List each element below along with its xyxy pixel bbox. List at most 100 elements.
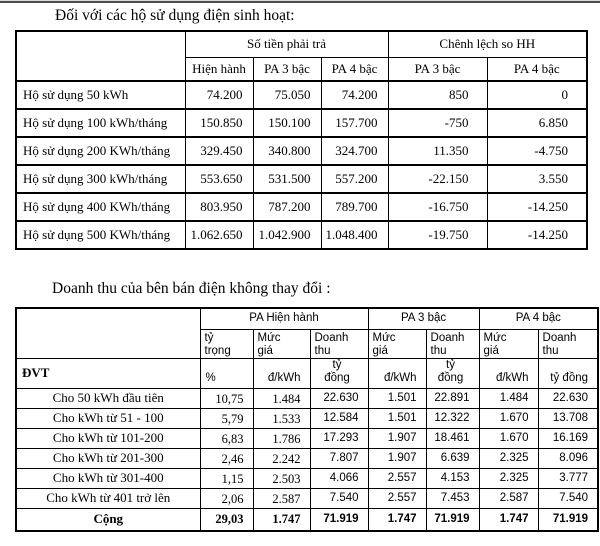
cell-revenue-pa4: 7.540	[537, 488, 599, 510]
cell-revenue-pa4: 8.096	[537, 448, 599, 470]
cell-price-pa3: 2.557	[367, 468, 427, 490]
cell-revenue-pa3: 22.891	[425, 388, 480, 410]
cell-price-pa3: 1.907	[367, 448, 427, 470]
cell-weight: 5,79	[199, 408, 254, 430]
cell-price-pa3: 2.557	[367, 488, 427, 510]
cell-revenue-pa4-total: 71.919	[537, 508, 599, 532]
table-row: Hộ sử dụng 400 KWh/tháng 803.950 787.200…	[15, 192, 588, 222]
row-label: Hộ sử dụng 50 kWh	[15, 80, 186, 110]
table-row: Hộ sử dụng 300 kWh/tháng 553.650 531.500…	[15, 164, 588, 194]
row-label: Cho kWh từ 101-200	[15, 428, 201, 450]
row-label: Cho kWh từ 51 - 100	[15, 408, 201, 430]
cell-diff-pa3: 11.350	[387, 136, 488, 166]
cell-price-pa3: 1.501	[367, 388, 427, 410]
page-top-divider	[0, 1, 600, 3]
table-subheader-row: Hiện hành PA 3 bậc PA 4 bậc PA 3 bậc PA …	[16, 56, 588, 82]
table-row: Hộ sử dụng 500 KWh/tháng 1.062.650 1.042…	[15, 220, 588, 250]
row-label: Cho 50 kWh đầu tiên	[15, 388, 201, 410]
row-label: Hộ sử dụng 300 kWh/tháng	[15, 164, 186, 194]
page-top-divider-light	[0, 0, 600, 1]
cell-pa3: 787.200	[252, 192, 322, 222]
group-header-pa4: PA 4 bậc	[478, 307, 599, 330]
table-row: Hộ sử dụng 100 kWh/tháng 150.850 150.100…	[15, 108, 588, 138]
col-header-pa4: PA 4 bậc	[320, 56, 389, 82]
unit-dkwh: đ/kWh	[367, 357, 427, 390]
row-label: Hộ sử dụng 400 KWh/tháng	[15, 192, 186, 222]
cell-diff-pa3: -750	[387, 108, 488, 138]
cell-revenue-current: 22.630	[309, 388, 369, 410]
row-label: Cho kWh từ 301-400	[15, 468, 201, 490]
cell-current: 329.450	[184, 136, 254, 166]
cell-revenue-current: 17.293	[309, 428, 369, 450]
group-header-current: PA Hiện hành	[199, 307, 369, 330]
col-header-current: Hiện hành	[184, 56, 254, 82]
cell-revenue-pa4: 3.777	[537, 468, 599, 490]
cell-diff-pa4: 0	[486, 80, 588, 110]
cell-pa4: 74.200	[320, 80, 389, 110]
table-row: Hộ sử dụng 200 KWh/tháng 329.450 340.800…	[15, 136, 588, 166]
cell-current: 1.062.650	[184, 220, 254, 250]
cell-current: 553.650	[184, 164, 254, 194]
subheader-price-pa4: Mức giá	[478, 328, 539, 359]
corner-cell	[15, 307, 201, 359]
cell-revenue-pa3: 4.153	[425, 468, 480, 490]
cell-pa4: 789.700	[320, 192, 389, 222]
cell-diff-pa4: -4.750	[486, 136, 588, 166]
cell-price-pa4: 1.670	[478, 428, 539, 450]
cell-revenue-current: 12.584	[309, 408, 369, 430]
cell-revenue-pa3: 6.639	[425, 448, 480, 470]
unit-dkwh: đ/kWh	[252, 357, 311, 390]
cell-revenue-pa3-total: 71.919	[425, 508, 480, 532]
group-header-amount: Số tiền phải trả	[184, 30, 389, 58]
subheader-revenue-pa3: Doanh thu	[425, 328, 480, 359]
cell-price-pa4: 2.325	[478, 448, 539, 470]
group-header-difference: Chênh lệch so HH	[387, 30, 588, 58]
cell-price-current: 2.503	[252, 468, 311, 490]
cell-current: 150.850	[184, 108, 254, 138]
cell-revenue-current: 7.540	[309, 488, 369, 510]
cell-price-current-total: 1.747	[252, 508, 311, 532]
cell-price-pa3-total: 1.747	[367, 508, 427, 532]
cell-price-pa4: 1.484	[478, 388, 539, 410]
cell-revenue-pa3: 18.461	[425, 428, 480, 450]
cell-price-pa3: 1.501	[367, 408, 427, 430]
revenue-table: PA Hiện hành PA 3 bậc PA 4 bậc tỷ trọng …	[15, 307, 600, 532]
cell-pa3: 75.050	[252, 80, 322, 110]
unit-dkwh: đ/kWh	[478, 357, 539, 390]
cell-price-pa4-total: 1.747	[478, 508, 539, 532]
cell-diff-pa4: -14.250	[486, 192, 588, 222]
unit-row: ĐVT % đ/kWh tỷ đồng đ/kWh tỷ đồng đ/kWh …	[15, 357, 599, 390]
cell-price-current: 1.533	[252, 408, 311, 430]
cell-diff-pa4: 3.550	[486, 164, 588, 194]
household-cost-table: Số tiền phải trả Chênh lệch so HH Hiện h…	[15, 30, 589, 250]
row-label: Cho kWh từ 201-300	[15, 448, 201, 470]
cell-pa3: 150.100	[252, 108, 322, 138]
cell-revenue-current-total: 71.919	[309, 508, 369, 532]
cell-diff-pa3: -22.150	[387, 164, 488, 194]
subheader-price-pa3: Mức giá	[367, 328, 427, 359]
cell-price-pa4: 2.325	[478, 468, 539, 490]
cell-pa4: 557.200	[320, 164, 389, 194]
cell-diff-pa3: -16.750	[387, 192, 488, 222]
cell-weight: 2,06	[199, 488, 254, 510]
row-label: Cho kWh từ 401 trở lên	[15, 488, 201, 510]
subheader-revenue-current: Doanh thu	[309, 328, 369, 359]
cell-revenue-current: 7.807	[309, 448, 369, 470]
col-header-pa3: PA 3 bậc	[252, 56, 322, 82]
table-row: Cho 50 kWh đầu tiên 10,75 1.484 22.630 1…	[15, 388, 599, 410]
cell-pa3: 340.800	[252, 136, 322, 166]
cell-current: 74.200	[184, 80, 254, 110]
cell-price-pa3: 1.907	[367, 428, 427, 450]
section2-title: Doanh thu của bên bán điện không thay đổ…	[52, 280, 331, 297]
cell-diff-pa3: -19.750	[387, 220, 488, 250]
cell-price-current: 2.587	[252, 488, 311, 510]
row-label: Hộ sử dụng 100 kWh/tháng	[15, 108, 186, 138]
total-row: Cộng 29,03 1.747 71.919 1.747 71.919 1.7…	[15, 508, 599, 532]
unit-row-label: ĐVT	[15, 357, 201, 390]
cell-diff-pa3: 850	[387, 80, 488, 110]
cell-diff-pa4: 6.850	[486, 108, 588, 138]
cell-revenue-pa4: 13.708	[537, 408, 599, 430]
cell-weight: 10,75	[199, 388, 254, 410]
table-row: Cho kWh từ 301-400 1,15 2.503 4.066 2.55…	[15, 468, 599, 490]
cell-revenue-current: 4.066	[309, 468, 369, 490]
